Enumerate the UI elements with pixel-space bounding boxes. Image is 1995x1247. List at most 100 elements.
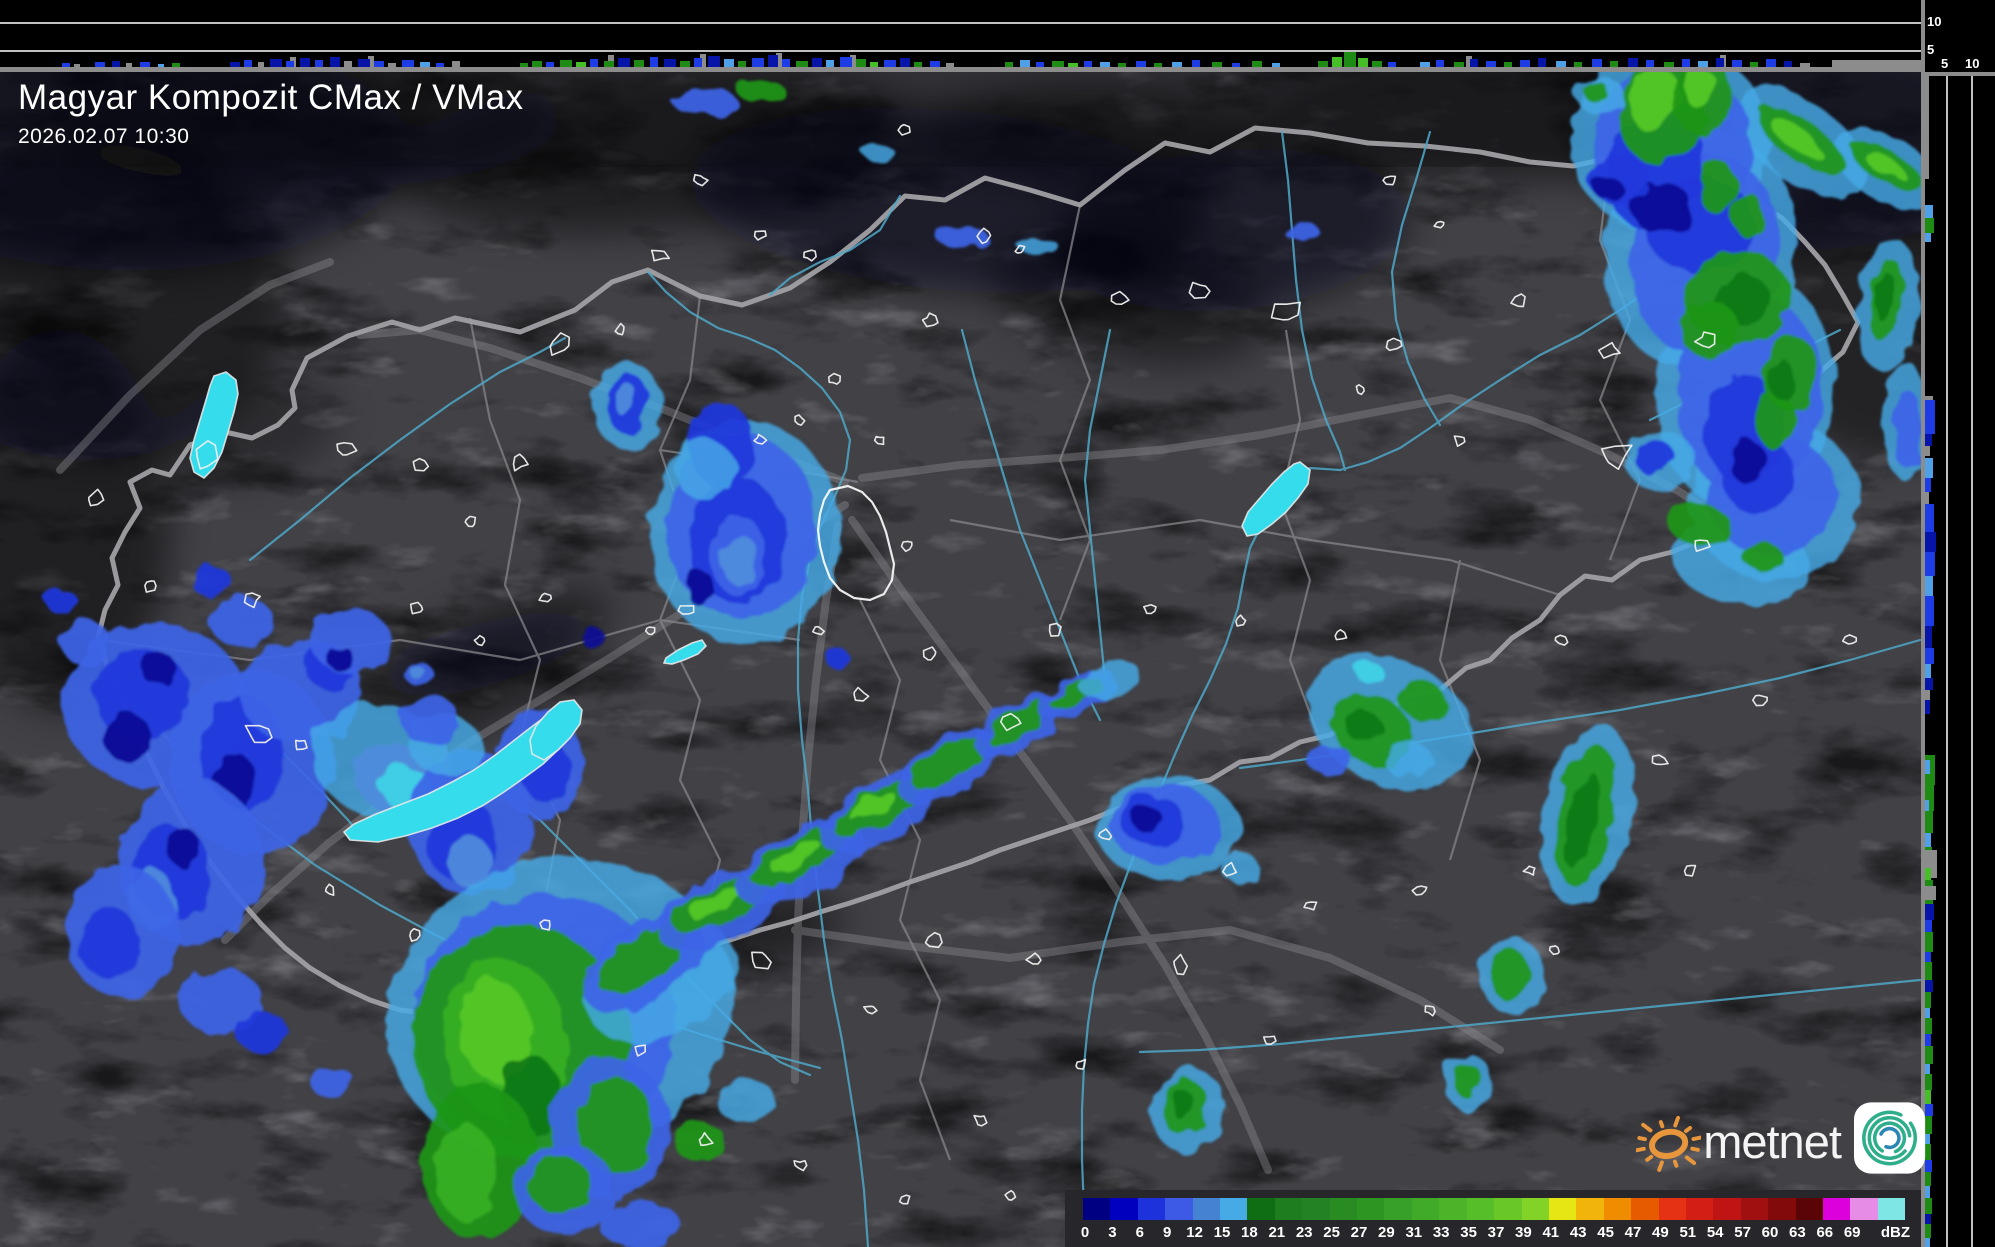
page-title: Magyar Kompozit CMax / VMax [18, 78, 524, 117]
colorbar-swatch [1494, 1198, 1522, 1220]
town-outline [144, 580, 157, 593]
colorbar-swatch [1220, 1198, 1248, 1220]
panel-divider [1921, 0, 1925, 1247]
town-outline [873, 435, 885, 446]
town-outline [811, 625, 826, 636]
dbz-colorbar: 0 3 6 9 12 15 18 21 23 25 27 29 31 33 35 37 39 41 43 45 47 49… [1065, 1190, 1921, 1247]
town-outline [921, 312, 939, 328]
colorbar-tick-label: 29 [1378, 1224, 1395, 1241]
top-profile-canvas [0, 0, 1921, 72]
top-height-profile [0, 0, 1921, 72]
town-outline [862, 1005, 878, 1015]
colorbar-tick-label: 15 [1213, 1224, 1231, 1241]
colorbar-tick-label: 27 [1350, 1224, 1368, 1241]
town-outline [1110, 290, 1130, 305]
top-profile-tick-10: 10 [1927, 14, 1942, 29]
colorbar-swatch [1631, 1198, 1659, 1220]
colorbar-tick-label: 6 [1135, 1224, 1144, 1241]
colorbar-tick-label: 45 [1597, 1224, 1614, 1241]
town-outline [976, 227, 992, 245]
town-outline [803, 249, 817, 262]
town-outline [1522, 865, 1536, 876]
town-outline [853, 686, 870, 702]
town-outline [644, 626, 656, 636]
colorbar-swatch [1603, 1198, 1632, 1220]
colorbar-tick-label: 57 [1734, 1224, 1751, 1241]
colorbar-tick-label: 49 [1652, 1224, 1669, 1241]
town-outline [1075, 1058, 1087, 1070]
town-outline [464, 515, 477, 528]
colorbar-tick-label: 12 [1186, 1224, 1203, 1241]
town-outline [1693, 331, 1716, 349]
colorbar-tick-label: 41 [1542, 1224, 1560, 1241]
colorbar-swatch [1411, 1198, 1440, 1220]
top-profile-tick-5: 5 [1927, 42, 1935, 57]
colorbar-swatch [1466, 1198, 1495, 1220]
colorbar-tick-label: 54 [1706, 1224, 1724, 1241]
town-outline [1270, 301, 1302, 321]
town-outline [324, 883, 335, 897]
colorbar-swatch [1247, 1198, 1275, 1220]
town-outline [512, 453, 529, 472]
town-outline [1097, 828, 1113, 841]
town-outline [1411, 885, 1428, 896]
colorbar-tick-label: 21 [1268, 1224, 1286, 1241]
town-outline [1303, 901, 1318, 911]
colorbar-swatches [1083, 1198, 1906, 1220]
town-outline [1382, 175, 1397, 186]
colorbar-tick-label: 43 [1569, 1224, 1587, 1241]
town-outline [294, 739, 308, 751]
right-profile-tick-5: 5 [1941, 56, 1949, 71]
town-outline [1142, 603, 1157, 615]
colorbar-swatch [1110, 1198, 1138, 1220]
colorbar-swatch [1658, 1198, 1686, 1220]
town-outline [412, 457, 430, 472]
town-outline [751, 951, 772, 970]
colorbar-swatch [1795, 1198, 1823, 1220]
town-outline [900, 540, 913, 553]
town-outline [1004, 1189, 1017, 1201]
colorbar-swatch [1439, 1198, 1467, 1220]
profile-axis-corner: 10 5 5 10 [1921, 0, 1995, 72]
town-outline [1334, 628, 1348, 641]
colorbar-swatch [1192, 1198, 1221, 1220]
town-outline [1510, 293, 1526, 308]
town-outline [409, 927, 421, 942]
right-profile-canvas [1921, 72, 1995, 1247]
town-outline [698, 1131, 714, 1147]
town-outline [922, 646, 937, 661]
colorbar-tick-label: 39 [1515, 1224, 1532, 1241]
colorbar-tick-label: 69 [1843, 1224, 1861, 1241]
colorbar-swatch [1685, 1198, 1714, 1220]
town-outline [1000, 712, 1022, 732]
town-outline [1694, 539, 1711, 552]
colorbar-swatch [1137, 1198, 1166, 1220]
metnet-logo: metnet [1636, 1093, 1926, 1183]
town-outline [1598, 341, 1621, 359]
town-outline [794, 414, 806, 426]
town-outline [88, 488, 105, 507]
colorbar-tick-label: 63 [1789, 1224, 1806, 1241]
town-outline [473, 634, 486, 647]
town-outline [614, 322, 625, 336]
town-outline [753, 230, 767, 241]
town-outline [1548, 945, 1560, 956]
colorbar-tick-label: 31 [1405, 1224, 1423, 1241]
town-outline [243, 592, 261, 609]
colorbar-swatch [1165, 1198, 1193, 1220]
town-outline [1651, 754, 1669, 766]
town-outline [793, 1159, 808, 1172]
colorbar-swatch [1768, 1198, 1796, 1220]
town-outline [1262, 1035, 1277, 1045]
wordmark: metnet [1703, 1114, 1842, 1168]
timestamp: 2026.02.07 10:30 [18, 125, 190, 148]
colorbar-tick-label: 60 [1761, 1224, 1779, 1241]
town-outline [897, 123, 911, 136]
town-outline [973, 1114, 988, 1127]
colorbar-swatch [1384, 1198, 1412, 1220]
colorbar-swatch [1083, 1198, 1111, 1220]
town-outline [1433, 220, 1445, 229]
colorbar-swatch [1822, 1198, 1851, 1220]
town-outline [1424, 1005, 1436, 1017]
